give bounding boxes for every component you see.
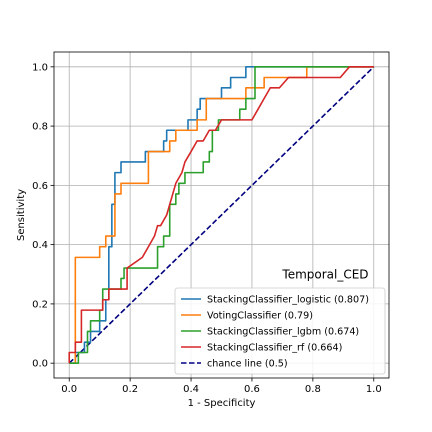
grid	[54, 52, 389, 378]
series-line-3	[68, 66, 374, 364]
legend-entry-label: chance line (0.5)	[207, 359, 288, 370]
y-axis-label: Sensitivity	[16, 189, 27, 241]
x-tick-label: 0.4	[183, 384, 199, 395]
y-tick-label: 0.8	[32, 122, 48, 133]
y-tick-label: 0.4	[32, 240, 48, 251]
x-tick-label: 1.0	[366, 384, 382, 395]
y-tick-label: 0.6	[32, 181, 48, 192]
chart-annotation: Temporal_CED	[281, 267, 368, 281]
plot-frame	[53, 51, 390, 379]
axis-ticks: 0.0 0.2 0.4 0.6 0.8 1.0 0.0 0.2 0.4 0.6 0.8 1.0	[32, 62, 382, 395]
series-line-4	[68, 66, 375, 364]
legend-entry-label: VotingClassifier (0.79)	[207, 311, 313, 322]
x-tick-label: 0.8	[305, 384, 321, 395]
y-tick-label: 0.2	[32, 299, 48, 310]
y-tick-label: 0.0	[32, 359, 48, 370]
series-line-2	[69, 66, 374, 364]
legend-box	[174, 287, 386, 375]
legend: StackingClassifier_logistic (0.807) Votin…	[174, 287, 386, 375]
legend-entry-label: StackingClassifier_logistic (0.807)	[207, 295, 369, 306]
x-axis-label: 1 - Specificity	[188, 398, 256, 409]
x-tick-label: 0.6	[244, 384, 260, 395]
series-lines	[68, 66, 375, 364]
legend-entry-label: StackingClassifier_rf (0.664)	[207, 343, 342, 354]
x-tick-label: 0.0	[61, 384, 77, 395]
x-tick-label: 0.2	[122, 384, 138, 395]
y-tick-label: 1.0	[32, 62, 48, 73]
legend-entry-label: StackingClassifier_lgbm (0.674)	[207, 327, 359, 338]
series-line-0	[69, 66, 374, 364]
